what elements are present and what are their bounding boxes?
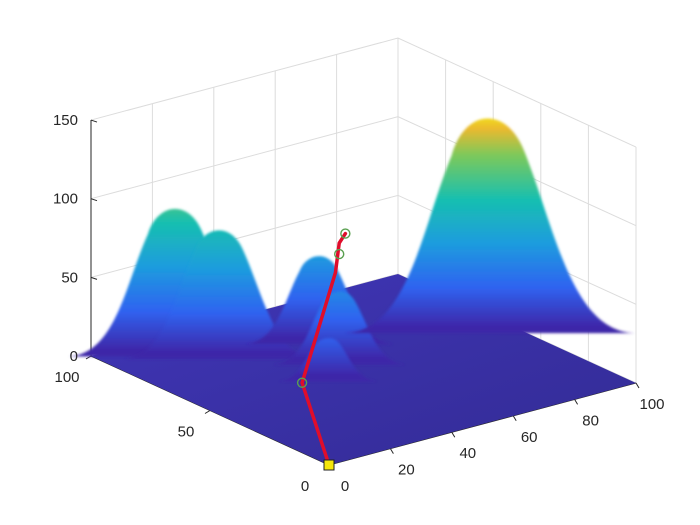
x-tick-label: 0 xyxy=(341,478,349,495)
x-tick-mark xyxy=(635,382,640,389)
z-tick-label: 0 xyxy=(70,348,78,365)
x-tick-label: 60 xyxy=(521,429,538,446)
surface-peak xyxy=(344,118,635,334)
x-tick-label: 80 xyxy=(582,412,599,429)
y-tick-mark xyxy=(204,410,211,414)
z-tick-label: 100 xyxy=(53,191,78,208)
surface-peaks xyxy=(68,118,635,382)
surface-peak xyxy=(122,230,317,359)
path-series xyxy=(296,228,351,471)
z-tick-label: 50 xyxy=(61,269,78,286)
z-tick-mark xyxy=(90,198,98,202)
y-tick-label: 100 xyxy=(54,369,79,386)
z-tick-mark xyxy=(90,276,98,280)
x-tick-mark xyxy=(574,399,579,405)
start-marker xyxy=(323,459,335,471)
path-marker xyxy=(340,228,351,239)
x-tick-mark xyxy=(512,415,517,422)
y-tick-label: 50 xyxy=(178,424,195,441)
z-tick-mark xyxy=(90,119,98,123)
path-marker xyxy=(334,248,345,260)
path-marker xyxy=(296,377,308,388)
path-line xyxy=(300,231,348,467)
x-tick-label: 100 xyxy=(639,396,664,413)
x-tick-label: 40 xyxy=(459,445,476,462)
z-tick-label: 150 xyxy=(53,112,78,129)
x-tick-mark xyxy=(451,431,456,438)
z-grid-line xyxy=(90,37,637,148)
surface-peak xyxy=(278,338,378,382)
y-tick-label: 0 xyxy=(301,478,309,495)
surface-peak xyxy=(273,291,406,365)
tick-labels: 0 20 40 60 80 100 0 50 100 0 50 100 150 xyxy=(53,112,665,495)
x-tick-label: 20 xyxy=(398,462,415,479)
x-tick-mark xyxy=(389,448,394,454)
